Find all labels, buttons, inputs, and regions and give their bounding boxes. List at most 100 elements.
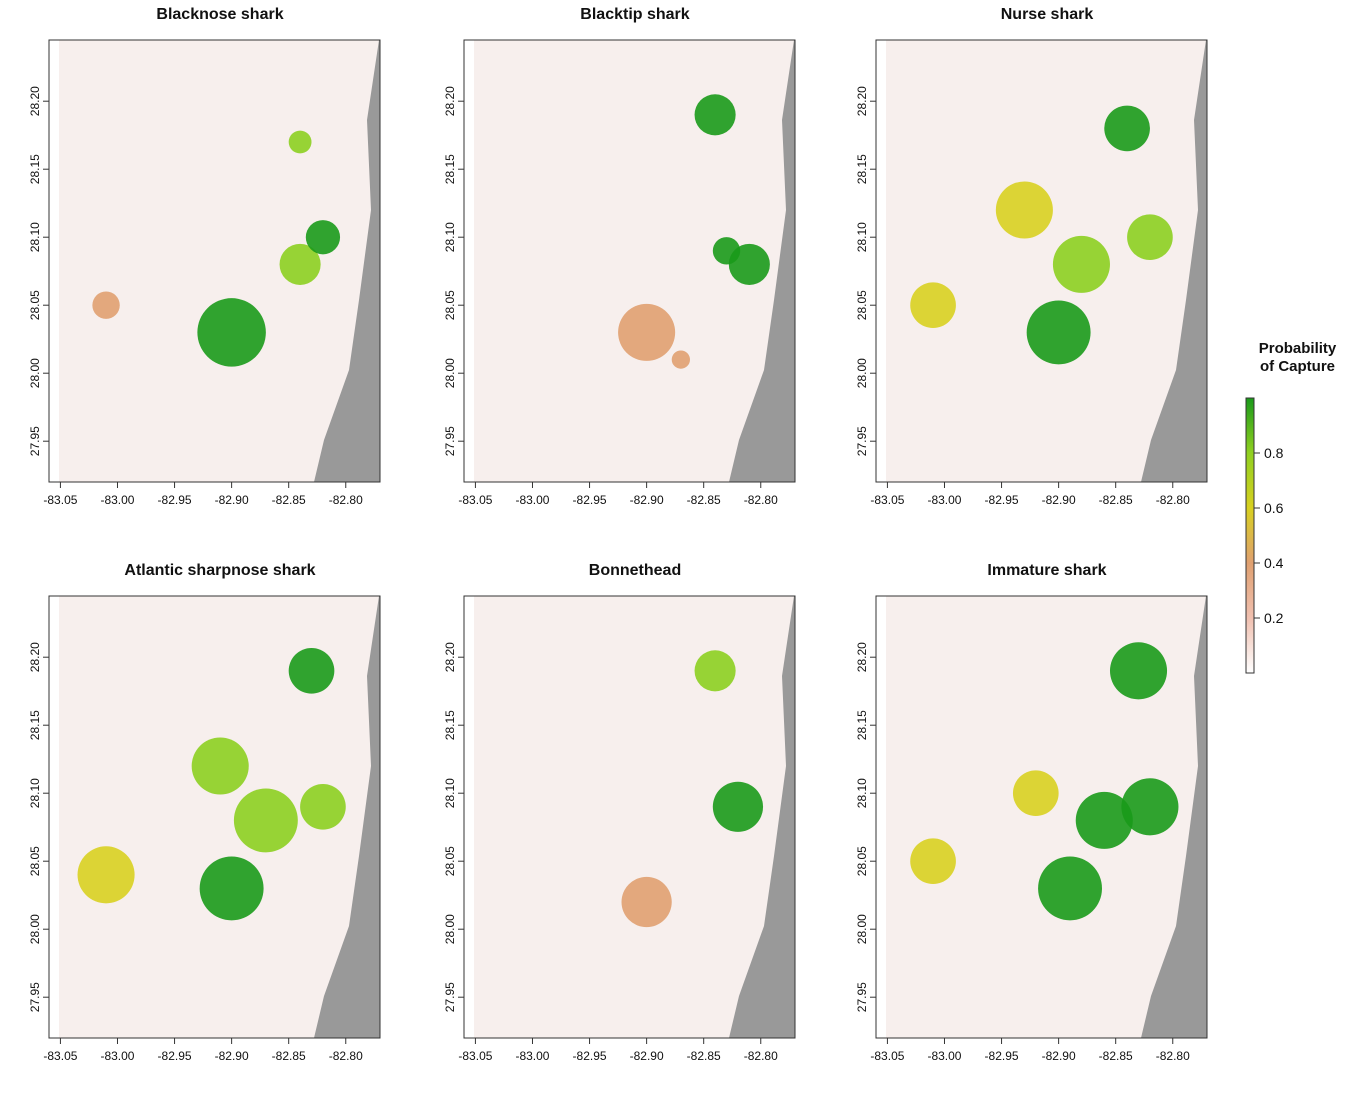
y-tick-label: 28.10 — [443, 778, 457, 808]
legend-tick-label: 0.6 — [1264, 500, 1284, 516]
probability-hotspot — [197, 298, 266, 367]
y-tick-label: 28.10 — [855, 778, 869, 808]
probability-hotspot — [1052, 235, 1110, 293]
sea-background — [59, 40, 380, 482]
y-tick-label: 28.20 — [855, 86, 869, 116]
probability-hotspot — [910, 838, 956, 885]
legend-title: Probability of Capture — [1238, 340, 1357, 376]
x-tick-label: -82.95 — [573, 1049, 607, 1063]
land-mass — [1141, 596, 1207, 1038]
probability-hotspot — [233, 788, 298, 853]
map-plot: -83.05 -83.00 -82.95 -82.90 -82.85 -82.80 27.9… — [855, 39, 1208, 507]
land-mass — [314, 40, 380, 482]
y-tick-label: 28.00 — [855, 914, 869, 944]
probability-hotspot — [288, 647, 335, 694]
y-tick-label: 28.00 — [28, 914, 42, 944]
probability-hotspot — [1121, 778, 1179, 836]
probability-hotspot — [1104, 105, 1150, 152]
probability-hotspot — [1026, 300, 1091, 365]
map-plot: -83.05 -83.00 -82.95 -82.90 -82.85 -82.80 27.9… — [28, 39, 381, 507]
probability-hotspot — [199, 856, 264, 921]
y-tick-label: 28.20 — [443, 642, 457, 672]
legend-title-line2: of Capture — [1260, 358, 1335, 375]
probability-hotspot — [288, 130, 312, 154]
legend-colorbar: 0.8 0.6 0.4 0.2 — [1245, 397, 1284, 674]
y-tick-label: 28.05 — [443, 290, 457, 320]
x-tick-label: -82.90 — [1042, 493, 1076, 507]
x-tick-label: -83.00 — [515, 1049, 549, 1063]
x-tick-label: -83.00 — [515, 493, 549, 507]
x-tick-label: -82.85 — [1099, 493, 1133, 507]
x-tick-label: -82.85 — [1099, 1049, 1133, 1063]
y-tick-label: 27.95 — [855, 426, 869, 456]
x-tick-label: -82.80 — [329, 493, 363, 507]
map-plot: -83.05 -83.00 -82.95 -82.90 -82.85 -82.80 27.9… — [28, 595, 381, 1063]
x-tick-label: -82.95 — [158, 1049, 192, 1063]
land-mass — [729, 40, 795, 482]
probability-hotspot — [92, 291, 120, 319]
sea-background — [886, 40, 1207, 482]
probability-hotspot — [77, 846, 135, 904]
probability-hotspot — [621, 876, 672, 928]
y-tick-label: 28.10 — [855, 222, 869, 252]
y-tick-label: 28.10 — [443, 222, 457, 252]
x-tick-label: -82.80 — [1156, 493, 1190, 507]
y-tick-label: 28.00 — [443, 358, 457, 388]
probability-hotspot — [910, 282, 956, 329]
y-tick-label: 28.20 — [443, 86, 457, 116]
probability-hotspot — [305, 220, 341, 255]
x-tick-label: -83.05 — [870, 1049, 904, 1063]
probability-hotspot — [694, 94, 736, 136]
x-tick-label: -83.05 — [43, 493, 77, 507]
probability-hotspot — [191, 737, 249, 795]
x-tick-label: -82.80 — [329, 1049, 363, 1063]
map-panel: Nurse shark -83.05 -83.00 -82.95 -82.90 -82.8… — [852, 0, 1242, 540]
x-tick-label: -82.90 — [215, 493, 249, 507]
probability-hotspot — [1109, 642, 1168, 700]
x-tick-label: -83.00 — [927, 493, 961, 507]
probability-hotspot — [1075, 791, 1133, 849]
y-tick-label: 28.00 — [443, 914, 457, 944]
y-tick-label: 28.20 — [855, 642, 869, 672]
y-tick-label: 28.05 — [855, 290, 869, 320]
map-panel: Blacktip shark -83.05 -83.00 -82.95 -82.90 -8… — [440, 0, 830, 540]
y-tick-label: 28.10 — [28, 778, 42, 808]
legend-tick-label: 0.4 — [1264, 555, 1284, 571]
probability-hotspot — [300, 783, 346, 830]
x-tick-label: -82.80 — [744, 1049, 778, 1063]
y-tick-label: 28.10 — [28, 222, 42, 252]
land-mass — [314, 596, 380, 1038]
y-tick-label: 28.05 — [28, 290, 42, 320]
y-tick-label: 28.00 — [855, 358, 869, 388]
probability-hotspot — [712, 781, 764, 832]
y-tick-label: 28.15 — [855, 710, 869, 740]
y-tick-label: 28.05 — [443, 846, 457, 876]
x-tick-label: -83.05 — [870, 493, 904, 507]
panel-title: Bonnethead — [588, 562, 682, 579]
probability-hotspot — [1038, 856, 1102, 921]
x-tick-label: -83.00 — [100, 1049, 134, 1063]
legend-title-line1: Probability — [1258, 340, 1337, 357]
x-tick-label: -82.95 — [158, 493, 192, 507]
x-tick-label: -82.90 — [215, 1049, 249, 1063]
y-tick-label: 28.00 — [28, 358, 42, 388]
probability-hotspot — [694, 650, 736, 692]
x-tick-label: -83.05 — [43, 1049, 77, 1063]
x-tick-label: -82.95 — [573, 493, 607, 507]
y-tick-label: 28.20 — [28, 86, 42, 116]
x-tick-label: -82.95 — [985, 493, 1019, 507]
panel-title: Atlantic sharpnose shark — [124, 562, 316, 579]
panel-title: Blacknose shark — [156, 6, 284, 23]
x-tick-label: -83.00 — [927, 1049, 961, 1063]
x-tick-label: -82.80 — [744, 493, 778, 507]
y-tick-label: 28.15 — [443, 154, 457, 184]
x-tick-label: -83.05 — [458, 493, 492, 507]
probability-hotspot — [712, 237, 741, 265]
probability-hotspot — [1012, 770, 1059, 817]
y-tick-label: 28.20 — [28, 642, 42, 672]
legend-gradient-bar — [1245, 397, 1255, 674]
x-tick-label: -82.95 — [985, 1049, 1019, 1063]
x-tick-label: -82.85 — [687, 1049, 721, 1063]
map-plot: -83.05 -83.00 -82.95 -82.90 -82.85 -82.80 27.9… — [443, 595, 796, 1063]
land-mass — [1141, 40, 1207, 482]
